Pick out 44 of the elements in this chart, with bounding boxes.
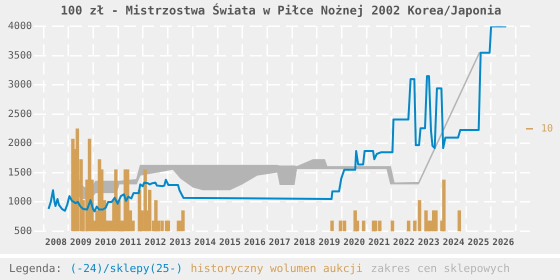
chart-title: 100 zł - Mistrzostwa Świata w Piłce Nożnej 2002 Korea/Japonia — [60, 2, 502, 18]
x-tick-label: 2020 — [343, 238, 366, 248]
bar — [434, 210, 438, 232]
bar — [390, 220, 394, 232]
x-tick-label: 2021 — [368, 238, 390, 248]
x-tick-label: 2026 — [492, 238, 514, 248]
bar — [442, 180, 446, 232]
x-tick-label: 2009 — [70, 238, 92, 248]
legend-title: Legenda: — [9, 262, 62, 275]
x-tick-label: 2025 — [468, 238, 490, 248]
y-tick-label: 2500 — [8, 108, 32, 120]
y-tick-label: 2000 — [8, 138, 32, 150]
bar — [154, 200, 158, 232]
x-tick-label: 2022 — [393, 238, 415, 248]
y-tick-label: 4000 — [8, 20, 32, 32]
text: (-24)/sklepy(25-) — [70, 262, 183, 275]
x-tick-label: 2010 — [94, 238, 117, 248]
bar — [458, 210, 462, 232]
bar — [362, 220, 366, 232]
y-tick-label: 1500 — [8, 167, 32, 178]
bar — [406, 220, 410, 232]
x-tick-label: 2024 — [442, 238, 465, 248]
x-tick-label: 2013 — [169, 238, 192, 248]
y-tick-label: 500 — [14, 226, 32, 237]
text: zakres cen sklepowych — [370, 262, 510, 275]
bar — [160, 220, 164, 232]
x-tick-label: 2014 — [194, 238, 217, 248]
x-tick-label: 2017 — [268, 238, 290, 248]
x-tick-label: 2019 — [318, 238, 340, 248]
y2-tick-label: 10 — [541, 123, 554, 134]
y-tick-label: 3500 — [8, 50, 32, 62]
bar — [330, 220, 334, 232]
x-tick-label: 2023 — [418, 238, 440, 248]
x-tick-label: 2016 — [244, 238, 266, 248]
text: historyczny wolumen aukcji — [190, 262, 363, 275]
x-tick-label: 2012 — [144, 238, 166, 248]
bar — [378, 220, 382, 232]
x-tick-label: 2011 — [120, 238, 142, 248]
x-tick-label: 2018 — [294, 238, 316, 248]
y-tick-label: 3000 — [8, 80, 32, 91]
x-tick-label: 2015 — [219, 238, 241, 248]
bar — [181, 210, 185, 232]
y-tick-label: 1000 — [8, 196, 32, 208]
x-tick-label: 2008 — [45, 238, 67, 248]
